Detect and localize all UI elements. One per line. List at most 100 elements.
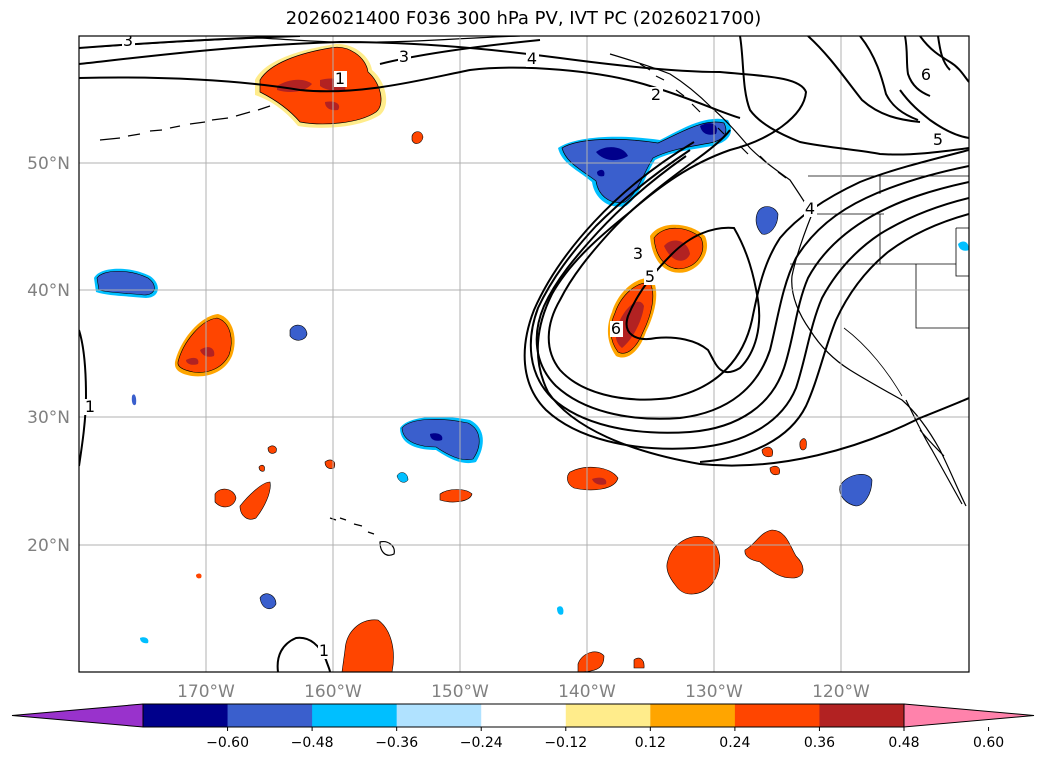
- anomaly-blob-west: [174, 314, 235, 377]
- latitude-tick-label: 30°N: [27, 408, 70, 428]
- anomaly-blob-15n: [259, 593, 277, 610]
- contour-label-background: [610, 321, 623, 337]
- anomaly-blob-27: [341, 619, 394, 672]
- colorbar-segment: [650, 704, 736, 727]
- longitude-tick-label: 150°W: [431, 682, 489, 702]
- anomaly-blob-15: [267, 445, 277, 454]
- contour-label: 4: [805, 199, 815, 218]
- colorbar-tick-label: 0.48: [888, 735, 919, 751]
- contour-rockies-5: [937, 36, 951, 71]
- aleutian-islands: [99, 105, 271, 141]
- anomaly-blob-17: [324, 459, 335, 469]
- latitude-tick-label: 50°N: [27, 154, 70, 174]
- anomaly-blob-21: [761, 446, 773, 458]
- anomaly-blob-19: [239, 481, 271, 520]
- contour-north-4: [379, 39, 541, 65]
- colorbar-segment: [565, 704, 651, 727]
- contour-label-background: [318, 643, 331, 659]
- baja-california: [905, 399, 963, 505]
- anomaly-blob-18: [214, 488, 237, 508]
- contour-ar-3: [529, 149, 969, 434]
- latitude-tick-label: 40°N: [27, 281, 70, 301]
- contour-label-background: [334, 71, 347, 87]
- contour-label: 6: [921, 65, 931, 84]
- contour-north-2: [79, 40, 969, 467]
- contour-label-background: [650, 87, 663, 103]
- anomaly-blob-22: [769, 465, 780, 476]
- contour-label: 6: [611, 319, 621, 338]
- contour-east-5b: [899, 89, 969, 139]
- anomaly-blob-25n: [567, 466, 619, 491]
- alaska-panhandle-coast: [609, 53, 813, 215]
- longitude-tick-label: 170°W: [177, 682, 235, 702]
- anomaly-blob-east-edge: [958, 241, 969, 251]
- contour-rockies-4: [904, 36, 931, 97]
- colorbar-tick-label: 0.36: [804, 735, 835, 751]
- colorbar-segment: [312, 704, 398, 727]
- colorbar-tick-label: −0.24: [460, 735, 503, 751]
- contour-label-background: [526, 51, 539, 67]
- longitude-tick-label: 120°W: [812, 682, 870, 702]
- anomaly-blob-36n: [289, 324, 308, 341]
- colorbar-extend-low: [11, 703, 144, 728]
- contour-label: 3: [633, 244, 643, 263]
- colorbar-segment: [481, 704, 567, 727]
- contour-label: 4: [527, 49, 537, 68]
- contour-label: 1: [319, 641, 329, 660]
- colorbar-segment: [819, 704, 905, 727]
- contour-north-1: [79, 36, 301, 49]
- contour-rockies-1: [739, 36, 969, 156]
- contour-ar-4: [523, 141, 969, 450]
- contour-rockies-2: [807, 36, 921, 123]
- contour-ar-5: [699, 213, 969, 463]
- anomaly-blob-46n: [755, 206, 779, 235]
- colorbar-tick-label: 0.24: [719, 735, 750, 751]
- anomaly-blob-28: [577, 651, 605, 672]
- colorbar-tick-label: −0.60: [206, 735, 249, 751]
- anomaly-blob-23: [799, 438, 807, 451]
- anomaly-blob-29: [633, 657, 645, 669]
- contour-east-5: [919, 36, 969, 83]
- contour-label-background: [920, 67, 933, 83]
- map-title: 2026021400 F036 300 hPa PV, IVT PC (2026…: [285, 8, 762, 29]
- colorbar-tick-label: −0.36: [375, 735, 418, 751]
- contour-label-background: [804, 201, 817, 217]
- state-borders: [790, 175, 969, 397]
- contour-ar-1: [547, 129, 969, 401]
- colorbar-extend-high: [903, 703, 1035, 728]
- colorbar-tick-label: −0.48: [291, 735, 334, 751]
- contour-label: 3: [123, 31, 133, 50]
- anomaly-blob-31n: [131, 394, 137, 406]
- map-frame: [78, 35, 970, 673]
- colorbar-segment: [227, 704, 313, 727]
- contour-rockies-3: [859, 36, 919, 121]
- contour-inner-1: [625, 226, 761, 374]
- anomaly-blob-24: [666, 536, 721, 595]
- anomaly-blob-11n: [140, 637, 149, 644]
- longitude-tick-label: 160°W: [304, 682, 362, 702]
- contour-south: [276, 636, 331, 672]
- longitude-ticks: 170°W 160°W 150°W 140°W 130°W 120°W: [177, 682, 870, 702]
- colorbar-tick-label: −0.12: [544, 735, 587, 751]
- colorbar-segment: [734, 704, 820, 727]
- anomaly-blob-26: [196, 573, 202, 579]
- contour-label-background: [122, 36, 135, 49]
- us-west-coast: [791, 213, 967, 507]
- anomaly-blob-16: [258, 464, 265, 472]
- anomaly-blob-22n: [839, 474, 873, 507]
- anomaly-blob-12n: [557, 606, 564, 615]
- contour-label: 5: [933, 130, 943, 149]
- anomaly-blob-24n: [396, 472, 409, 483]
- anomaly-blob-small-52n: [411, 131, 424, 144]
- colorbar-tick-label: 0.60: [973, 735, 1004, 751]
- contour-far-west: [79, 329, 88, 467]
- contour-label: 1: [335, 69, 345, 88]
- longitude-tick-label: 130°W: [685, 682, 743, 702]
- contour-label-background: [632, 246, 645, 262]
- anomaly-blob-alaska: [255, 44, 387, 128]
- anomaly-blob-20: [439, 489, 473, 503]
- ivt-contours: [79, 36, 969, 672]
